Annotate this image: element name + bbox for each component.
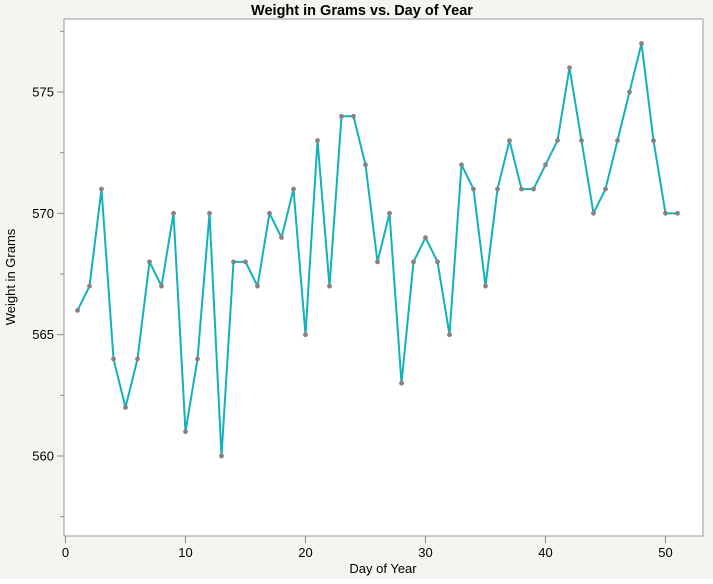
- data-point[interactable]: [507, 138, 512, 143]
- data-point[interactable]: [339, 113, 344, 119]
- x-tick-label: 10: [178, 545, 192, 560]
- data-point[interactable]: [675, 210, 680, 216]
- data-point[interactable]: [363, 162, 368, 168]
- data-point[interactable]: [75, 308, 80, 313]
- axis-tick-labels: 0 10 20 30 40 50 560 565 570 575: [32, 85, 672, 561]
- data-point[interactable]: [567, 65, 572, 71]
- data-point[interactable]: [183, 429, 188, 435]
- data-point[interactable]: [411, 259, 416, 265]
- data-point[interactable]: [399, 380, 404, 386]
- data-point[interactable]: [243, 259, 248, 265]
- data-point[interactable]: [267, 210, 272, 216]
- data-point[interactable]: [351, 113, 356, 119]
- y-tick-label: 575: [32, 85, 54, 100]
- x-tick-label: 30: [418, 545, 432, 560]
- plot-area[interactable]: [63, 18, 704, 537]
- data-series-weight: [75, 41, 680, 459]
- data-point[interactable]: [627, 89, 632, 95]
- data-point[interactable]: [123, 405, 128, 410]
- data-point[interactable]: [195, 356, 200, 362]
- data-point[interactable]: [615, 138, 620, 143]
- x-axis-title: Day of Year: [349, 561, 417, 576]
- data-point[interactable]: [87, 283, 92, 289]
- data-point[interactable]: [531, 186, 536, 192]
- data-point[interactable]: [315, 138, 320, 143]
- data-point[interactable]: [219, 453, 224, 459]
- series-points: [75, 41, 680, 459]
- data-point[interactable]: [603, 186, 608, 192]
- data-point[interactable]: [651, 138, 656, 143]
- data-point[interactable]: [387, 210, 392, 216]
- data-point[interactable]: [423, 235, 428, 241]
- data-point[interactable]: [555, 138, 560, 143]
- data-point[interactable]: [159, 283, 164, 289]
- data-point[interactable]: [147, 259, 152, 265]
- y-tick-label: 565: [32, 327, 54, 342]
- data-point[interactable]: [639, 41, 644, 46]
- chart-title: Weight in Grams vs. Day of Year: [251, 3, 473, 19]
- data-point[interactable]: [99, 186, 104, 192]
- data-point[interactable]: [231, 259, 236, 265]
- data-point[interactable]: [579, 138, 584, 143]
- data-point[interactable]: [519, 186, 524, 192]
- y-axis-title: Weight in Grams: [3, 228, 18, 325]
- data-point[interactable]: [543, 162, 548, 168]
- x-tick-label: 0: [62, 545, 69, 560]
- data-point[interactable]: [459, 162, 464, 168]
- y-tick-label: 570: [32, 206, 54, 221]
- data-point[interactable]: [495, 186, 500, 192]
- data-point[interactable]: [111, 356, 116, 362]
- data-point[interactable]: [279, 235, 284, 241]
- data-point[interactable]: [327, 283, 332, 289]
- data-point[interactable]: [447, 332, 452, 338]
- x-tick-label: 20: [298, 545, 312, 560]
- data-point[interactable]: [435, 259, 440, 265]
- data-point[interactable]: [303, 332, 308, 338]
- data-point[interactable]: [591, 210, 596, 216]
- x-tick-label: 40: [538, 545, 552, 560]
- data-point[interactable]: [291, 186, 296, 192]
- data-point[interactable]: [663, 210, 668, 216]
- data-point[interactable]: [135, 356, 140, 362]
- data-point[interactable]: [483, 283, 488, 289]
- data-point[interactable]: [171, 210, 176, 216]
- data-point[interactable]: [255, 283, 260, 289]
- y-tick-label: 560: [32, 449, 54, 464]
- data-point[interactable]: [471, 186, 476, 192]
- axis-ticks: [57, 30, 666, 543]
- data-point[interactable]: [207, 210, 212, 216]
- data-point[interactable]: [375, 259, 380, 265]
- x-tick-label: 50: [658, 545, 672, 560]
